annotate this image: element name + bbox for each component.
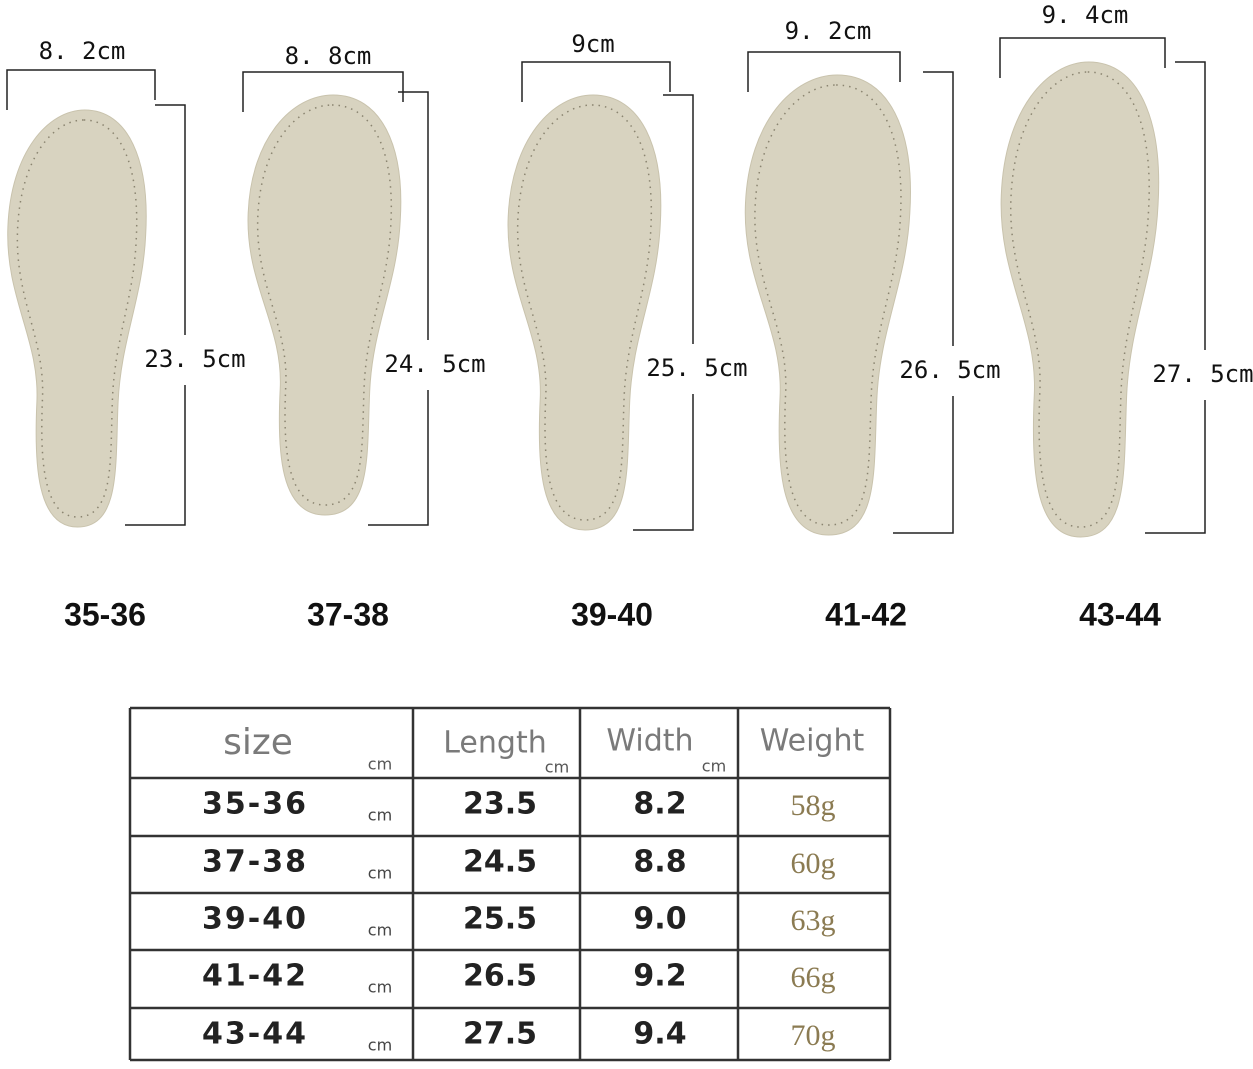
length-bracket xyxy=(1145,61,1206,534)
insole xyxy=(7,109,147,528)
size-cell: 43-44 xyxy=(202,1017,308,1052)
length-label: 26. 5cm xyxy=(899,356,1000,384)
width-cell: 9.0 xyxy=(633,902,686,937)
length-bracket xyxy=(368,91,429,526)
width-bracket xyxy=(242,71,404,112)
perforation xyxy=(256,104,393,506)
length-cell: 26.5 xyxy=(463,959,537,994)
weight-cell: 70g xyxy=(791,1019,836,1052)
length-cell: 25.5 xyxy=(463,902,537,937)
length-label: 27. 5cm xyxy=(1152,360,1253,388)
width-label: 9cm xyxy=(571,30,614,58)
header-cell: Length xyxy=(443,726,546,761)
width-label: 8. 2cm xyxy=(39,37,126,65)
header-cell: Weight xyxy=(760,724,865,759)
header-cell: cm xyxy=(702,757,726,776)
width-label: 9. 2cm xyxy=(785,17,872,45)
length-cell: 27.5 xyxy=(463,1017,537,1052)
weight-cell: 60g xyxy=(791,847,836,880)
width-bracket xyxy=(747,51,901,92)
size-label: 37-38 xyxy=(307,596,389,632)
length-bracket xyxy=(633,94,694,531)
header-cell: cm xyxy=(368,755,392,774)
unit-cell: cm xyxy=(368,1036,392,1055)
insole xyxy=(744,74,911,536)
weight-cell: 66g xyxy=(791,961,836,994)
content: 8. 2cm 23. 5cm 35-36 8. 8cm 24. 5cm 37-38 9cm 2… xyxy=(6,1,1253,1062)
unit-cell: cm xyxy=(368,921,392,940)
width-cell: 9.2 xyxy=(633,959,686,994)
width-bracket xyxy=(999,37,1166,78)
size-cell: 41-42 xyxy=(202,959,308,994)
width-bracket xyxy=(6,69,156,110)
length-label: 23. 5cm xyxy=(144,345,245,373)
perforation xyxy=(754,84,902,526)
header-cell: size xyxy=(223,722,293,763)
width-bracket xyxy=(521,61,671,102)
width-cell: 8.2 xyxy=(633,787,686,822)
length-cell: 24.5 xyxy=(463,845,537,880)
width-cell: 9.4 xyxy=(633,1017,686,1052)
size-cell: 35-36 xyxy=(202,787,308,822)
width-label: 9. 4cm xyxy=(1042,1,1129,29)
unit-cell: cm xyxy=(368,864,392,883)
length-bracket xyxy=(893,71,954,534)
header-cell: cm xyxy=(545,758,569,777)
width-cell: 8.8 xyxy=(633,845,686,880)
size-label: 43-44 xyxy=(1079,596,1161,632)
size-label: 39-40 xyxy=(571,596,653,632)
size-label: 41-42 xyxy=(825,596,907,632)
perforation xyxy=(16,119,138,518)
weight-cell: 63g xyxy=(791,904,836,937)
weight-cell: 58g xyxy=(791,789,836,822)
length-bracket xyxy=(125,104,186,526)
width-label: 8. 8cm xyxy=(285,42,372,70)
header-cell: Width xyxy=(606,724,693,759)
length-label: 24. 5cm xyxy=(384,350,485,378)
insole xyxy=(247,94,402,516)
size-label: 35-36 xyxy=(64,596,146,632)
size-cell: 37-38 xyxy=(202,845,308,880)
size-cell: 39-40 xyxy=(202,902,308,937)
insole xyxy=(1000,61,1160,538)
length-label: 25. 5cm xyxy=(646,354,747,382)
insole xyxy=(507,94,662,531)
unit-cell: cm xyxy=(368,978,392,997)
length-cell: 23.5 xyxy=(463,787,537,822)
unit-cell: cm xyxy=(368,806,392,825)
